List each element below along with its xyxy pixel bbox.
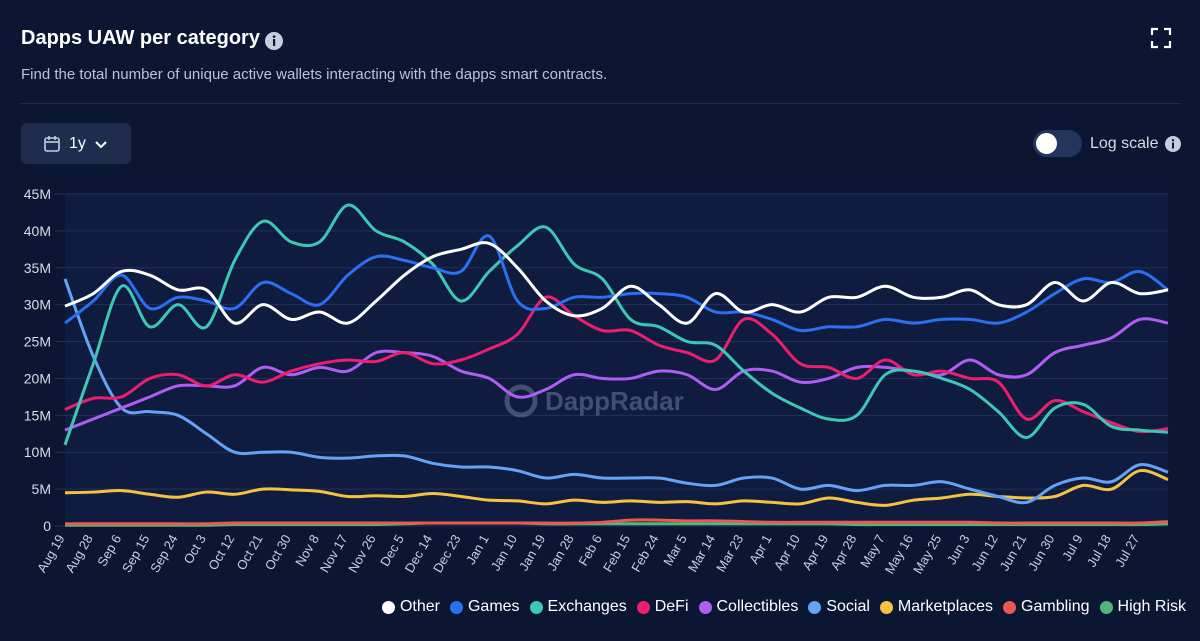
x-tick-label: Jul 18 <box>1084 532 1114 570</box>
legend-label: Other <box>399 598 440 615</box>
x-tick-label: Sep 24 <box>147 532 181 575</box>
x-tick-label: Oct 3 <box>180 532 209 566</box>
divider <box>21 103 1181 104</box>
legend: Other Games Exchanges DeFi Collectibles Socia… <box>381 598 1186 616</box>
x-tick-label: Apr 10 <box>771 532 803 573</box>
x-tick-label: Oct 12 <box>205 532 237 573</box>
legend-item[interactable]: Social <box>808 598 870 616</box>
fullscreen-button[interactable] <box>1150 27 1172 49</box>
series-line <box>65 518 1169 526</box>
x-tick-label: Feb 24 <box>628 532 661 575</box>
x-tick-label: Mar 23 <box>713 532 746 575</box>
x-tick-label: Mar 5 <box>660 532 690 568</box>
chart-subtitle: Find the total number of unique active w… <box>21 66 608 83</box>
info-icon[interactable] <box>1164 135 1182 153</box>
x-tick-label: Jan 19 <box>516 532 549 573</box>
x-tick-label: Jun 30 <box>1025 532 1058 573</box>
y-tick-label: 25M <box>24 334 51 350</box>
legend-swatch <box>529 600 543 614</box>
watermark-logo <box>504 384 538 418</box>
x-tick-label: May 25 <box>910 532 944 576</box>
log-scale-toggle[interactable] <box>1033 130 1082 157</box>
x-tick-label: Jan 28 <box>544 532 577 573</box>
series-line <box>64 295 1169 434</box>
legend-item[interactable]: Gambling <box>1003 598 1090 616</box>
legend-item[interactable]: Games <box>449 598 520 616</box>
plot-shade <box>65 194 1168 526</box>
y-tick-label: 20M <box>24 370 51 386</box>
legend-label: High Risk <box>1117 598 1186 615</box>
x-tick-label: Oct 30 <box>262 532 294 573</box>
x-tick-label: Jul 27 <box>1112 532 1142 570</box>
info-icon[interactable] <box>264 31 284 51</box>
series-line <box>64 241 1169 325</box>
chevron-icon <box>95 140 107 148</box>
x-tick-label: Feb 6 <box>575 532 605 568</box>
legend-label: Exchanges <box>547 598 627 615</box>
legend-swatch <box>381 600 395 614</box>
x-tick-label: Sep 6 <box>94 532 124 569</box>
legend-swatch <box>449 600 463 614</box>
legend-swatch <box>636 600 650 614</box>
calendar-icon <box>44 135 60 152</box>
y-tick-label: 5M <box>32 481 51 497</box>
y-tick-label: 35M <box>24 260 51 276</box>
range-label: 1y <box>69 134 86 152</box>
x-tick-label: Jan 10 <box>488 532 521 573</box>
y-tick-label: 30M <box>24 297 51 313</box>
legend-label: Games <box>467 598 520 615</box>
x-tick-label: Jun 3 <box>944 532 973 567</box>
x-tick-label: Jun 21 <box>997 532 1030 573</box>
legend-item[interactable]: High Risk <box>1099 598 1186 616</box>
legend-label: Gambling <box>1021 598 1090 615</box>
x-tick-label: Apr 28 <box>827 532 859 573</box>
legend-item[interactable]: Exchanges <box>529 598 627 616</box>
legend-item[interactable]: Collectibles <box>698 598 799 616</box>
y-tick-label: 0 <box>43 518 51 534</box>
legend-label: Marketplaces <box>897 598 994 615</box>
legend-swatch <box>698 600 712 614</box>
chart: 0 5M 10M 15M 20M 25M 30M 35M 40M 45M DappRadar Aug … <box>24 186 1169 576</box>
legend-item[interactable]: Marketplaces <box>879 598 994 616</box>
y-tick-label: 10M <box>24 444 51 460</box>
legend-label: Social <box>826 598 870 615</box>
x-tick-label: Mar 14 <box>685 532 718 575</box>
x-tick-label: Oct 21 <box>233 532 265 573</box>
legend-swatch <box>1003 600 1017 614</box>
series-line <box>64 469 1169 507</box>
y-tick-label: 40M <box>24 223 51 239</box>
x-tick-label: Dec 23 <box>430 532 464 575</box>
series-line <box>63 278 1169 505</box>
range-dropdown[interactable]: 1y <box>21 123 131 164</box>
x-tick-label: Jan 1 <box>463 532 492 567</box>
legend-label: Collectibles <box>716 598 799 615</box>
legend-label: DeFi <box>654 598 689 615</box>
y-tick-label: 15M <box>24 407 51 423</box>
x-tick-label: Nov 8 <box>292 532 322 569</box>
x-tick-label: Jun 12 <box>968 532 1001 573</box>
legend-swatch <box>808 600 822 614</box>
x-tick-label: May 7 <box>857 532 888 570</box>
series-line <box>64 317 1169 432</box>
legend-swatch <box>1099 600 1113 614</box>
legend-item[interactable]: DeFi <box>636 598 689 616</box>
x-tick-label: Apr 19 <box>799 532 831 573</box>
legend-swatch <box>879 600 893 614</box>
x-tick-label: Dec 5 <box>377 532 407 569</box>
legend-item[interactable]: Other <box>381 598 440 616</box>
x-tick-label: Aug 28 <box>62 532 96 575</box>
chart-title: Dapps UAW per category <box>21 27 260 49</box>
y-tick-label: 45M <box>24 186 51 202</box>
log-scale-label: Log scale <box>1090 135 1159 152</box>
series-line <box>63 203 1169 446</box>
x-tick-label: Nov 26 <box>345 532 379 575</box>
watermark: DappRadar <box>545 386 684 416</box>
x-tick-label: Jul 9 <box>1059 532 1086 563</box>
x-tick-label: Apr 1 <box>746 532 775 566</box>
